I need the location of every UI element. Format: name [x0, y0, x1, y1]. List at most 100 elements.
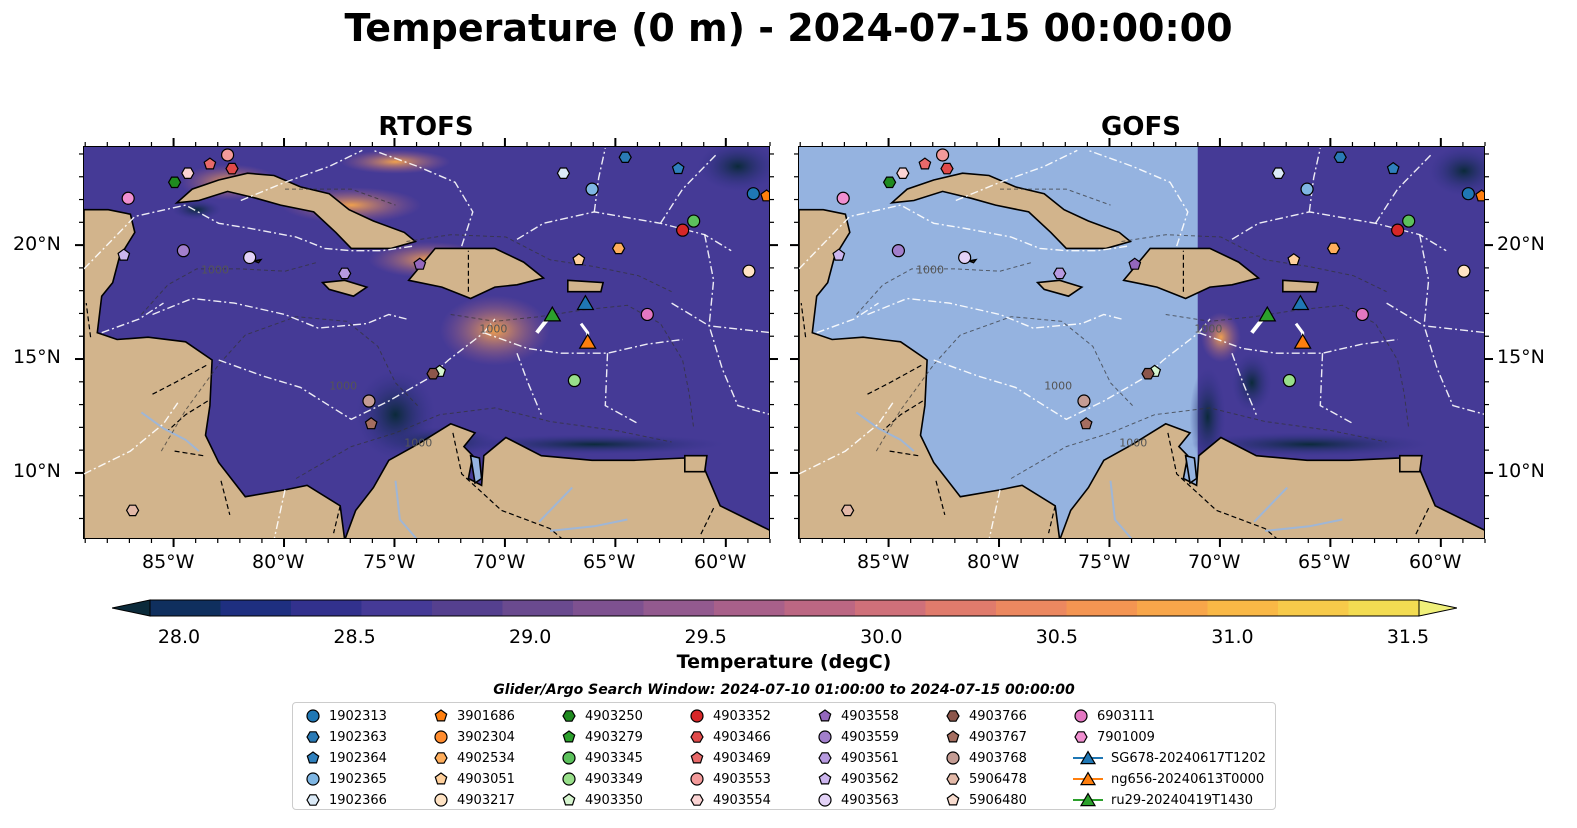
- rtofs-contour-label: 1000: [404, 437, 432, 450]
- colorbar-segment: [1348, 600, 1420, 616]
- gofs-isobath: [1121, 234, 1387, 293]
- gofs-land-puertorico: [1281, 279, 1320, 293]
- hexagon-legend-icon: [562, 710, 576, 722]
- hexagon-legend-icon: [434, 752, 448, 764]
- legend-label: 5906478: [969, 771, 1027, 787]
- colorbar-tick-label: 28.5: [333, 626, 376, 648]
- rtofs-contour-label: 1000: [479, 323, 507, 336]
- rtofs-argo-float-marker: [203, 157, 217, 170]
- legend-item: 6903111: [1073, 708, 1155, 724]
- legend-item: 4903767: [945, 729, 1027, 745]
- gofs-isobath: [1165, 304, 1410, 429]
- gofs-land-trinidad: [1398, 454, 1423, 473]
- legend-label: 4903766: [969, 708, 1027, 724]
- legend-item: 4903217: [433, 792, 515, 808]
- lon-tick-label: 85°W: [857, 551, 910, 573]
- pentagon-legend-icon: [562, 730, 576, 743]
- circle-legend-icon: [690, 772, 704, 786]
- legend-marker: [818, 730, 832, 744]
- legend-label: 4903279: [585, 729, 643, 745]
- legend-marker: [946, 793, 960, 806]
- triangle-line-legend-icon: [1073, 792, 1103, 807]
- colorbar-segment: [925, 600, 997, 616]
- rtofs-argo-float-marker: [125, 504, 140, 517]
- gofs-contour-label: 1000: [916, 263, 944, 276]
- gofs-argo-float-marker: [1333, 151, 1347, 163]
- rtofs-isobath: [285, 188, 396, 206]
- legend-item: ng656-20240613T0000: [1073, 771, 1264, 787]
- legend-marker: [434, 730, 448, 744]
- gofs-river: [1253, 486, 1288, 523]
- rtofs-eez-boundary: [516, 211, 732, 252]
- gofs-argo-float-marker: [882, 176, 897, 189]
- rtofs-land-yucatan: [84, 208, 346, 538]
- gofs-isobath: [875, 316, 1133, 452]
- gofs-eez-boundary: [816, 302, 879, 334]
- rtofs-isobath: [141, 261, 319, 315]
- legend-label: 4903349: [585, 771, 643, 787]
- gofs-country-border: [935, 480, 946, 516]
- lon-tick-label: 70°W: [1188, 551, 1241, 573]
- rtofs-eez-boundary: [604, 353, 639, 425]
- legend-marker: [306, 709, 320, 723]
- gofs-argo-float-marker: [1475, 189, 1484, 202]
- colorbar-segment: [361, 600, 433, 616]
- legend-item: 7901009: [1073, 729, 1155, 745]
- legend-marker: [562, 730, 576, 743]
- gofs-eez-boundary: [1419, 234, 1484, 415]
- rtofs-land-maracaibo: [469, 454, 483, 485]
- legend-item: 4903350: [561, 792, 643, 808]
- circle-legend-icon: [434, 793, 448, 807]
- rtofs-contour-label: 1000: [329, 380, 357, 393]
- legend-marker: [690, 709, 704, 723]
- legend-label: 4903562: [841, 771, 899, 787]
- triangle-line-legend-icon: [1073, 771, 1103, 786]
- rtofs-sst-cold-patch: [171, 199, 222, 220]
- figure-title: Temperature (0 m) - 2024-07-15 00:00:00: [344, 6, 1233, 50]
- rtofs-map-canvas: 1000 1000 1000 1000: [84, 147, 769, 538]
- legend-glider-marker: [1079, 750, 1097, 765]
- legend-glider-marker: [1079, 771, 1097, 786]
- gofs-contour-label: 1000: [1194, 323, 1222, 336]
- gofs-argo-float-marker: [940, 162, 954, 175]
- legend-item: 1902313: [305, 708, 387, 724]
- panel-title-rtofs: RTOFS: [378, 112, 474, 142]
- hexagon-legend-icon: [946, 773, 960, 785]
- legend: 1902313 1902363 1902364 1902365 1902366 39016…: [292, 702, 1276, 810]
- rtofs-argo-float-marker: [338, 267, 352, 280]
- legend-label: 4903469: [713, 750, 771, 766]
- gofs-eez-boundary: [1198, 332, 1398, 354]
- rtofs-argo-float-marker: [176, 244, 191, 258]
- colorbar-extend-low: [112, 599, 151, 617]
- lon-tick-label: 60°W: [1409, 551, 1462, 573]
- gofs-eez-boundary: [1308, 147, 1321, 212]
- legend-marker: [562, 772, 576, 786]
- legend-marker: [306, 751, 320, 764]
- gofs-sst-cold-patch: [1231, 352, 1272, 413]
- gofs-argo-float-marker: [896, 167, 910, 179]
- rtofs-argo-float-marker: [567, 373, 581, 388]
- legend-glider-marker: [1079, 792, 1097, 807]
- colorbar-tick-label: 30.0: [860, 626, 903, 648]
- rtofs-country-border: [220, 480, 231, 516]
- legend-label: SG678-20240617T1202: [1111, 750, 1267, 766]
- legend-label: 4903466: [713, 729, 771, 745]
- gofs-eez-boundary: [955, 149, 1078, 202]
- gofs-map-canvas: 1000 1000 1000 1000: [799, 147, 1484, 538]
- gofs-argo-float-marker: [840, 504, 855, 517]
- gofs-glider-marker: [1293, 333, 1312, 349]
- colorbar-segment: [996, 600, 1067, 616]
- rtofs-sst-warm-patch: [439, 295, 550, 366]
- legend-item: 4903554: [689, 792, 771, 808]
- rtofs-eez-boundary: [152, 297, 407, 329]
- gofs-country-border: [1167, 432, 1277, 538]
- gofs-land-jamaica: [1035, 279, 1084, 298]
- rtofs-isobath: [160, 316, 418, 452]
- gofs-argo-float-marker: [1287, 253, 1301, 266]
- legend-item: 5906480: [945, 792, 1027, 808]
- legend-marker: [562, 710, 576, 722]
- gofs-argo-float-marker: [1141, 367, 1155, 380]
- gofs-country-border: [1048, 505, 1056, 534]
- gofs-contour-label: 1000: [1119, 437, 1147, 450]
- colorbar-segment: [291, 600, 362, 616]
